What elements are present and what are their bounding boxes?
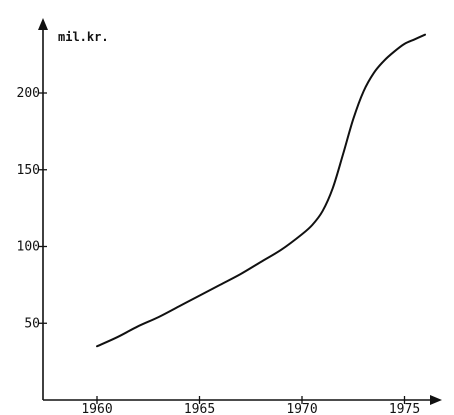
series-layer — [96, 33, 426, 348]
y-axis-arrow-icon — [38, 18, 48, 30]
series-line — [96, 33, 426, 348]
y-tick-label: 150 — [17, 163, 40, 178]
y-tick-label: 50 — [24, 316, 40, 331]
unit-label: mil.kr. — [58, 30, 109, 44]
x-tick-label: 1960 — [81, 402, 112, 415]
tick-labels: 50 100 150 200 1960 1965 1970 1975 — [17, 86, 421, 415]
x-tick-label: 1970 — [286, 402, 317, 415]
x-axis-arrow-icon — [430, 395, 442, 405]
x-tick-label: 1975 — [389, 402, 420, 415]
y-tick-label: 100 — [17, 240, 40, 255]
x-tick-label: 1965 — [184, 402, 215, 415]
y-tick-label: 200 — [17, 86, 40, 101]
tick-marks — [39, 92, 406, 404]
axes — [38, 18, 442, 405]
